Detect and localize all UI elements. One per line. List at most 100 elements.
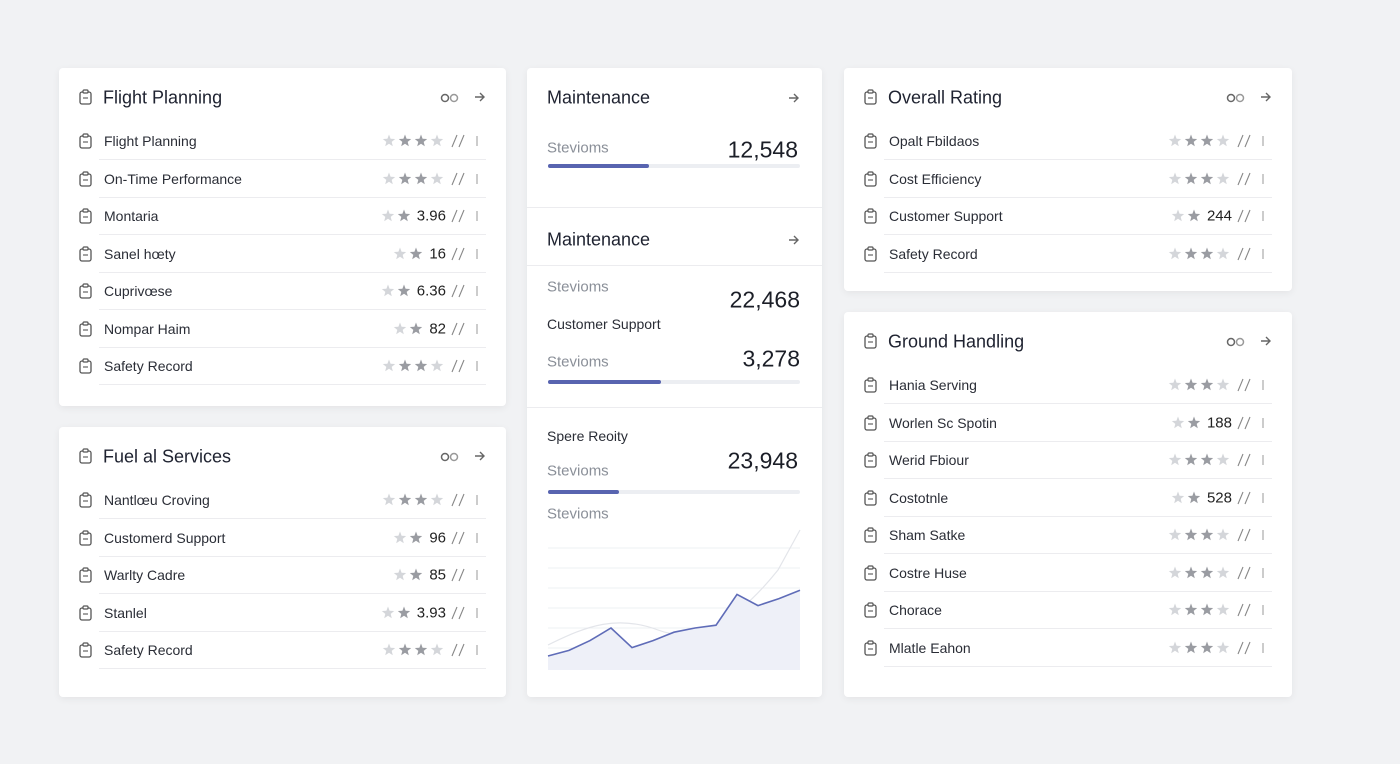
row-separator xyxy=(99,555,486,557)
rating-stars xyxy=(393,247,423,259)
progress-track xyxy=(548,490,800,494)
sparkline-chart xyxy=(547,529,801,670)
row-separator xyxy=(884,478,1272,479)
rating-stars xyxy=(1168,566,1230,578)
row-divider-mark xyxy=(1237,603,1264,617)
stat-value: 22,468 xyxy=(729,286,800,313)
card-title: Overall Rating xyxy=(888,87,1003,108)
options-icon[interactable] xyxy=(1226,336,1248,348)
stat-label: Stevioms xyxy=(547,353,609,371)
row-divider-mark xyxy=(451,643,478,657)
stat-value: 3,278 xyxy=(742,345,800,372)
progress-track xyxy=(548,164,800,168)
row-separator xyxy=(99,593,486,594)
row-value: 82 xyxy=(429,320,446,337)
row-divider-mark xyxy=(1237,453,1264,467)
card-title: Fuel al Services xyxy=(103,446,232,467)
row-divider-mark xyxy=(1237,641,1264,654)
row-label: Montaria xyxy=(104,208,159,224)
row-value: 3.96 xyxy=(416,207,446,225)
open-arrow[interactable] xyxy=(474,450,486,462)
row-icon xyxy=(79,492,92,508)
row-separator xyxy=(99,384,486,385)
row-divider-mark xyxy=(451,134,478,148)
row-divider-mark xyxy=(1237,528,1264,542)
options-icon[interactable] xyxy=(440,92,462,104)
row-divider-mark xyxy=(1237,134,1264,148)
row-label: Chorace xyxy=(889,602,942,618)
sparkline xyxy=(547,589,801,657)
rating-stars xyxy=(1168,528,1230,541)
row-label: Safety Record xyxy=(104,358,193,374)
section-title: Maintenance xyxy=(547,87,651,108)
row-icon xyxy=(79,358,92,374)
open-arrow[interactable] xyxy=(1260,91,1272,103)
stat-value: 12,548 xyxy=(727,136,798,163)
rating-stars xyxy=(381,606,411,618)
rating-stars xyxy=(381,209,411,222)
progress-fill xyxy=(548,380,662,384)
row-label: Safety Record xyxy=(104,642,193,658)
row-icon xyxy=(864,414,877,431)
row-label: Sanel hœty xyxy=(104,245,176,262)
rating-stars xyxy=(1168,641,1230,653)
row-separator xyxy=(884,234,1272,235)
open-arrow[interactable] xyxy=(1260,335,1272,347)
rating-stars xyxy=(1168,378,1230,391)
row-icon xyxy=(864,527,877,543)
rating-stars xyxy=(382,493,444,506)
row-label: Nantlœu Croving xyxy=(104,492,210,508)
row-separator xyxy=(884,590,1272,592)
rating-stars xyxy=(1171,491,1201,503)
row-icon xyxy=(864,602,877,618)
card: Ground Handling Hania Serving Worlen Sc Sp… xyxy=(844,312,1292,697)
row-icon xyxy=(864,133,877,149)
card-icon xyxy=(864,89,877,105)
row-label: Werid Fbiour xyxy=(889,452,969,468)
row-separator xyxy=(884,196,1272,198)
open-arrow[interactable] xyxy=(788,92,800,104)
row-label: Nompar Haim xyxy=(104,320,191,337)
stat-value: 23,948 xyxy=(727,447,798,474)
open-arrow[interactable] xyxy=(474,91,486,103)
row-icon xyxy=(864,377,877,393)
row-separator xyxy=(884,403,1272,404)
section-title: Spere Reoity xyxy=(547,428,628,444)
options-icon[interactable] xyxy=(1226,92,1248,104)
rating-stars xyxy=(1168,172,1230,184)
row-separator xyxy=(884,515,1272,517)
rating-stars xyxy=(1171,209,1201,222)
open-arrow[interactable] xyxy=(788,234,800,246)
card: Flight Planning Flight Planning On-Time Pe… xyxy=(59,68,506,406)
row-divider-mark xyxy=(1237,172,1264,185)
row-divider-mark xyxy=(451,359,478,373)
row-label: Sham Satke xyxy=(889,527,966,543)
section-title: Maintenance xyxy=(547,229,651,250)
stat-label: Stevioms xyxy=(547,278,609,296)
rating-stars xyxy=(382,172,444,184)
row-value: 6.36 xyxy=(416,282,446,300)
card-icon xyxy=(79,448,92,464)
row-label: On-Time Performance xyxy=(104,170,242,187)
row-divider-mark xyxy=(451,322,478,335)
options-icon[interactable] xyxy=(440,451,462,463)
row-icon xyxy=(864,489,877,506)
row-divider-mark xyxy=(451,606,478,619)
rating-stars xyxy=(382,359,444,372)
row-separator xyxy=(884,159,1272,160)
row-separator xyxy=(99,159,486,160)
section-divider xyxy=(527,407,822,408)
row-icon xyxy=(79,133,92,149)
row-separator xyxy=(884,440,1272,442)
row-value: 16 xyxy=(429,245,446,262)
row-value: 528 xyxy=(1206,489,1232,506)
row-divider-mark xyxy=(451,209,478,223)
row-separator xyxy=(884,665,1272,667)
row-value: 188 xyxy=(1206,414,1232,431)
row-icon xyxy=(79,529,92,546)
rating-stars xyxy=(393,531,423,543)
row-icon xyxy=(79,245,92,262)
rating-stars xyxy=(1168,603,1230,616)
row-separator xyxy=(99,196,486,198)
rating-stars xyxy=(382,643,444,656)
